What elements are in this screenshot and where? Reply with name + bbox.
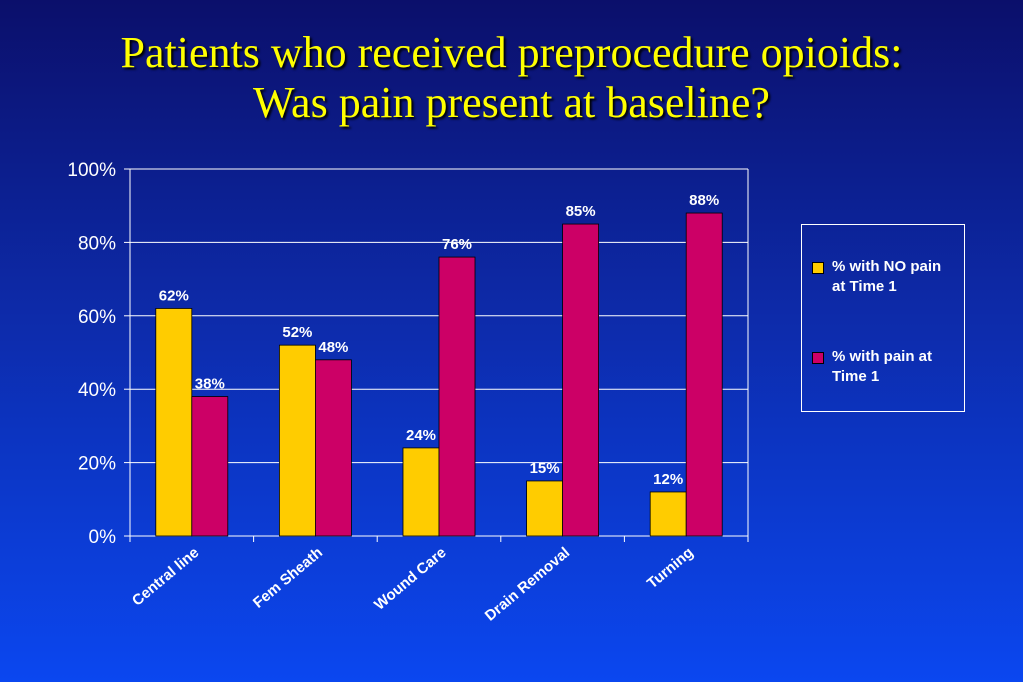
chart-title: Patients who received preprocedure opioi… [0,28,1023,128]
y-tick-label: 40% [78,380,116,401]
bar [402,447,440,537]
legend-label-no-pain-line2: at Time 1 [832,278,897,295]
y-tick-label: 0% [89,527,117,548]
x-tick-label: Wound Care [371,544,449,614]
bar [526,480,563,537]
bar [314,359,352,537]
bar [438,256,476,537]
legend-label-pain-line2: Time 1 [832,368,880,385]
data-label: 38% [195,376,225,393]
data-label: 15% [530,460,560,477]
y-tick-label: 60% [78,307,116,328]
y-tick-label: 20% [78,454,116,475]
data-label: 12% [653,471,683,488]
data-label: 85% [566,203,596,220]
title-line-2: Was pain present at baseline? [253,78,770,127]
data-label: 62% [159,287,189,304]
legend-item-no-pain: % with NO pain at Time 1 [812,257,941,297]
title-line-1: Patients who received preprocedure opioi… [120,28,903,77]
data-label: 52% [282,324,312,341]
legend-swatch-no-pain [812,262,824,274]
data-label: 24% [406,427,436,444]
legend-swatch-pain [812,352,824,364]
x-tick-label: Central line [129,544,203,610]
y-tick-label: 80% [78,233,116,254]
chart-legend: % with NO pain at Time 1 % with pain at … [801,224,965,412]
bar [191,396,229,537]
x-tick-label: Turning [644,544,697,592]
legend-label-pain: % with pain at Time 1 [832,347,932,387]
legend-label-no-pain: % with NO pain at Time 1 [832,257,941,297]
legend-label-no-pain-line1: % with NO pain [832,258,942,275]
x-tick-label: Fem Sheath [250,544,326,612]
legend-item-pain: % with pain at Time 1 [812,347,932,387]
data-label: 76% [442,236,472,253]
bar [685,212,723,537]
bar [562,223,599,537]
legend-label-pain-line1: % with pain at [832,348,933,365]
bar [278,344,316,537]
data-label: 88% [689,192,719,209]
y-tick-label: 100% [67,160,116,181]
x-tick-label: Drain Removal [482,544,573,625]
data-label: 48% [318,339,348,356]
bar [155,308,193,537]
bar [649,491,687,537]
